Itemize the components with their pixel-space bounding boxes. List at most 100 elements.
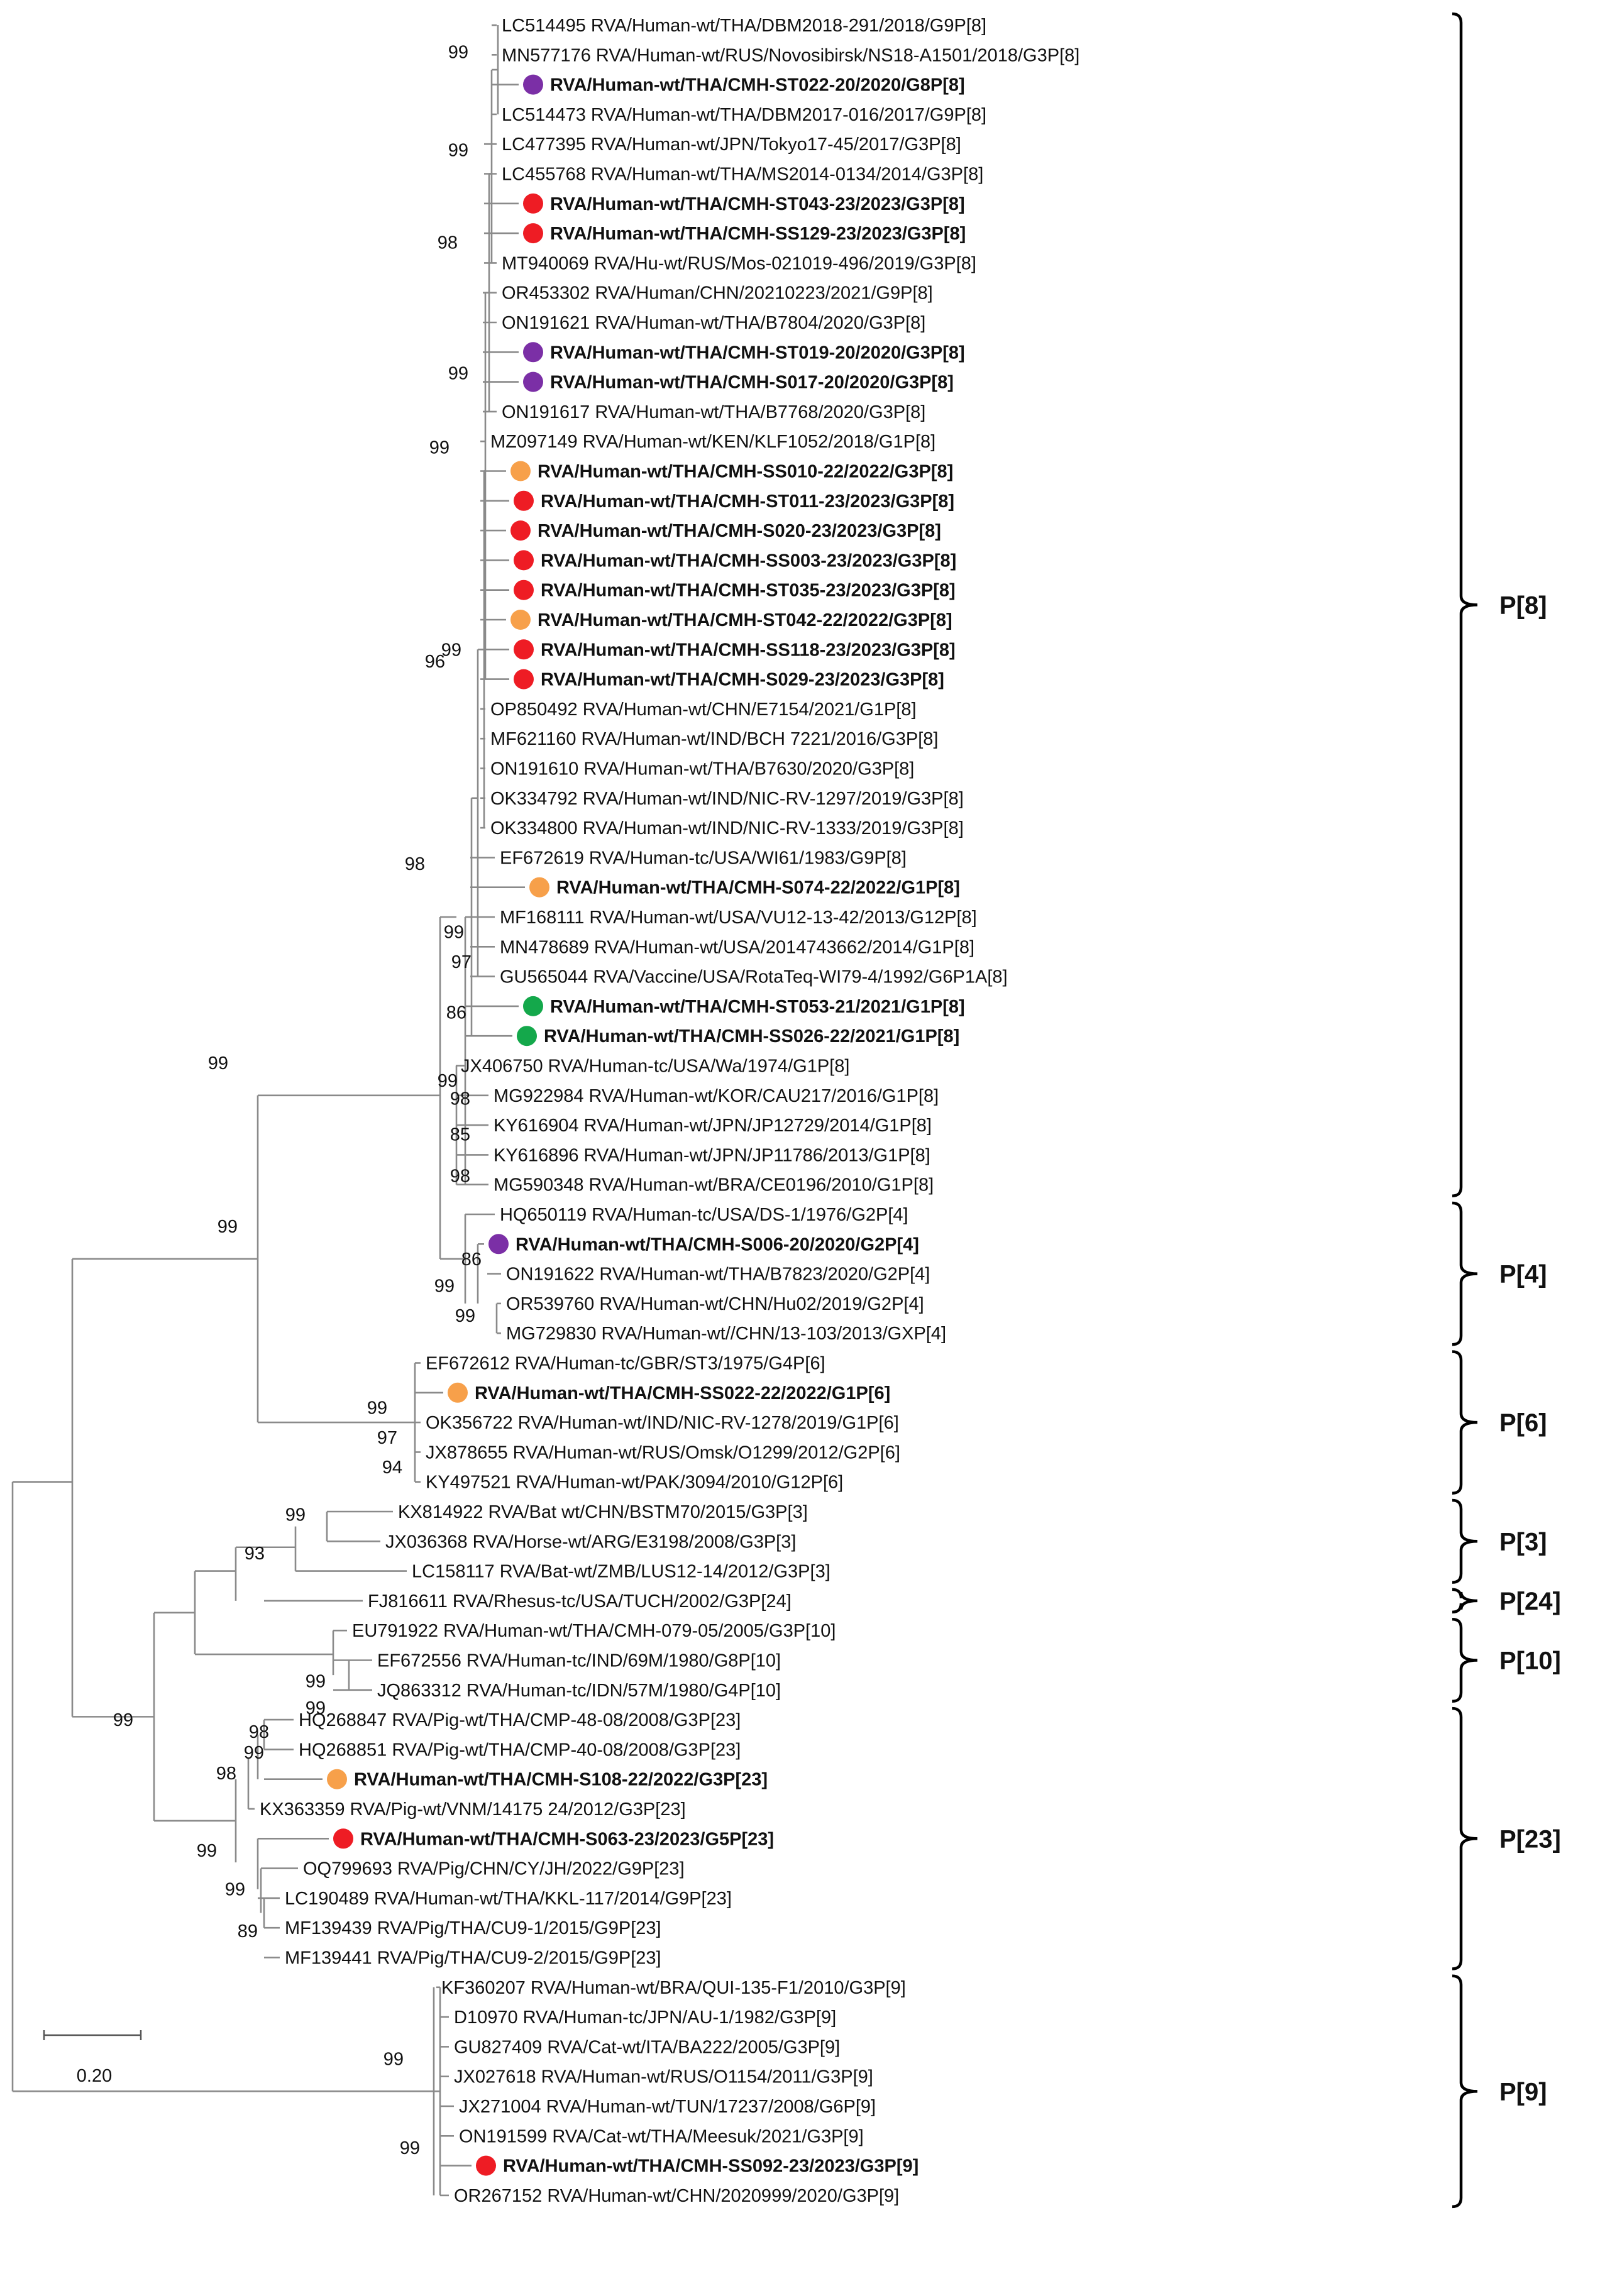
leaf-label: MN577176 RVA/Human-wt/RUS/Novosibirsk/NS… — [502, 45, 1079, 65]
leaf-label: RVA/Human-wt/THA/CMH-ST022-20/2020/G8P[8… — [550, 75, 965, 96]
leaf-label: JX036368 RVA/Horse-wt/ARG/E3198/2008/G3P… — [385, 1532, 796, 1552]
sample-marker-red — [523, 223, 543, 244]
leaf-label: OR453302 RVA/Human/CHN/20210223/2021/G9P… — [502, 283, 933, 304]
bootstrap-value: 96 — [425, 652, 445, 672]
leaf-label: KX814922 RVA/Bat wt/CHN/BSTM70/2015/G3P[… — [398, 1502, 808, 1522]
bootstrap-value: 99 — [448, 363, 468, 383]
leaf-label: RVA/Human-wt/THA/CMH-SS003-23/2023/G3P[8… — [541, 551, 956, 571]
bootstrap-value: 99 — [113, 1710, 133, 1730]
sample-marker-red — [523, 193, 543, 214]
bootstrap-value: 98 — [438, 233, 458, 253]
bootstrap-value: 97 — [377, 1428, 397, 1448]
sample-marker-purple — [523, 74, 543, 95]
bootstrap-value: 99 — [225, 1880, 245, 1900]
leaf-label: JX027618 RVA/Human-wt/RUS/O1154/2011/G3P… — [454, 2067, 873, 2087]
leaf-label: EF672612 RVA/Human-tc/GBR/ST3/1975/G4P[6… — [426, 1354, 825, 1374]
bootstrap-value: 97 — [451, 952, 472, 972]
genotype-braces: P[8] P[4] P[6] P[3] P[24] P[10] P[23] P[9] — [1452, 12, 1561, 2209]
leaf-label: MF139441 RVA/Pig/THA/CU9-2/2015/G9P[23] — [285, 1948, 661, 1969]
genotype-label: P[4] — [1499, 1261, 1547, 1288]
leaf-label: HQ650119 RVA/Human-tc/USA/DS-1/1976/G2P[… — [500, 1205, 908, 1225]
sample-marker-red — [514, 550, 534, 571]
bootstrap-value: 94 — [382, 1458, 402, 1478]
bootstrap-value: 99 — [429, 438, 450, 458]
leaf-label: HQ268847 RVA/Pig-wt/THA/CMP-48-08/2008/G… — [299, 1710, 741, 1730]
bootstrap-value: 99 — [244, 1743, 264, 1763]
bootstrap-value: 98 — [450, 1167, 470, 1187]
leaf-label: RVA/Human-wt/THA/CMH-SS129-23/2023/G3P[8… — [550, 224, 966, 244]
sample-marker-purple — [523, 342, 543, 363]
leaf-label: RVA/Human-wt/THA/CMH-ST035-23/2023/G3P[8… — [541, 581, 956, 601]
sample-markers — [327, 74, 549, 2176]
leaf-label: RVA/Human-wt/THA/CMH-S063-23/2023/G5P[23… — [360, 1829, 774, 1849]
leaf-label: JX406750 RVA/Human-tc/USA/Wa/1974/G1P[8] — [461, 1057, 849, 1077]
sample-marker-red — [514, 669, 534, 689]
genotype-label: P[8] — [1499, 591, 1547, 619]
bootstrap-value: 99 — [438, 1071, 458, 1091]
genotype-brace — [1452, 1706, 1478, 1970]
leaf-label: OR539760 RVA/Human-wt/CHN/Hu02/2019/G2P[… — [506, 1294, 924, 1314]
genotype-label: P[6] — [1499, 1409, 1547, 1437]
leaf-label: KY616896 RVA/Human-wt/JPN/JP11786/2013/G… — [494, 1145, 930, 1165]
leaf-label: FJ816611 RVA/Rhesus-tc/USA/TUCH/2002/G3P… — [368, 1591, 792, 1612]
genotype-brace — [1452, 1617, 1478, 1703]
bootstrap-value: 99 — [448, 43, 468, 63]
bootstrap-value: 99 — [444, 923, 464, 943]
sample-marker-green — [517, 1026, 537, 1046]
leaf-label: RVA/Human-wt/THA/CMH-ST043-23/2023/G3P[8… — [550, 194, 965, 214]
bootstrap-value: 99 — [306, 1672, 326, 1692]
sample-marker-orange — [327, 1769, 347, 1789]
bootstrap-value: 99 — [383, 2049, 404, 2069]
leaf-label: RVA/Human-wt/THA/CMH-SS010-22/2022/G3P[8… — [538, 462, 953, 482]
leaf-label: ON191621 RVA/Human-wt/THA/B7804/2020/G3P… — [502, 313, 925, 333]
leaf-label: MZ097149 RVA/Human-wt/KEN/KLF1052/2018/G… — [490, 432, 935, 452]
sample-marker-red — [510, 520, 531, 541]
leaf-label: OQ799693 RVA/Pig/CHN/CY/JH/2022/G9P[23] — [303, 1859, 685, 1879]
bootstrap-value: 98 — [405, 854, 425, 874]
leaf-label: MF168111 RVA/Human-wt/USA/VU12-13-42/201… — [500, 908, 977, 928]
leaf-label: ON191622 RVA/Human-wt/THA/B7823/2020/G2P… — [506, 1265, 930, 1285]
genotype-brace — [1452, 1588, 1478, 1614]
sample-marker-red — [476, 2155, 496, 2176]
sample-marker-orange — [510, 610, 531, 630]
leaf-label: LC477395 RVA/Human-wt/JPN/Tokyo17-45/201… — [502, 135, 961, 155]
leaf-label: RVA/Human-wt/THA/CMH-SS022-22/2022/G1P[6… — [475, 1383, 890, 1403]
leaf-label: OK334800 RVA/Human-wt/IND/NIC-RV-1333/20… — [490, 818, 964, 838]
leaf-label: EF672556 RVA/Human-tc/IND/69M/1980/G8P[1… — [377, 1651, 781, 1671]
leaf-label: KY616904 RVA/Human-wt/JPN/JP12729/2014/G… — [494, 1116, 932, 1136]
leaf-label: RVA/Human-wt/THA/CMH-S029-23/2023/G3P[8] — [541, 670, 944, 690]
genotype-label: P[23] — [1499, 1825, 1561, 1853]
leaf-label: MF621160 RVA/Human-wt/IND/BCH 7221/2016/… — [490, 729, 938, 749]
sample-marker-purple — [488, 1234, 509, 1255]
leaf-label: LC158117 RVA/Bat-wt/ZMB/LUS12-14/2012/G3… — [412, 1562, 830, 1582]
leaf-label: RVA/Human-wt/THA/CMH-S074-22/2022/G1P[8] — [556, 878, 960, 898]
genotype-brace — [1452, 12, 1478, 1197]
bootstrap-value: 99 — [434, 1277, 455, 1297]
genotype-label: P[3] — [1499, 1528, 1547, 1556]
leaf-label: KX363359 RVA/Pig-wt/VNM/14175 24/2012/G3… — [260, 1799, 686, 1820]
leaf-label: JX878655 RVA/Human-wt/RUS/Omsk/O1299/201… — [426, 1442, 900, 1463]
genotype-brace — [1452, 1498, 1478, 1584]
leaf-label: EF672619 RVA/Human-tc/USA/WI61/1983/G9P[… — [500, 848, 907, 868]
leaf-label: HQ268851 RVA/Pig-wt/THA/CMP-40-08/2008/G… — [299, 1740, 741, 1760]
leaf-label: KY497521 RVA/Human-wt/PAK/3094/2010/G12P… — [426, 1473, 843, 1493]
bootstrap-value: 99 — [448, 141, 468, 161]
bootstrap-value: 98 — [249, 1722, 269, 1742]
leaf-label: LC455768 RVA/Human-wt/THA/MS2014-0134/20… — [502, 165, 983, 185]
bootstrap-value: 93 — [245, 1544, 265, 1564]
leaf-label: OK334792 RVA/Human-wt/IND/NIC-RV-1297/20… — [490, 789, 964, 809]
bootstrap-value: 99 — [400, 2138, 420, 2158]
genotype-label: P[10] — [1499, 1647, 1561, 1675]
leaf-label: RVA/Human-wt/THA/CMH-ST011-23/2023/G3P[8… — [541, 492, 954, 512]
leaf-labels: LC514495 RVA/Human-wt/THA/DBM2018-291/20… — [260, 16, 1079, 2206]
scale-bar-label: 0.20 — [77, 2066, 112, 2086]
leaf-label: LC514473 RVA/Human-wt/THA/DBM2017-016/20… — [502, 105, 986, 125]
scale-bar: 0.20 — [43, 2030, 142, 2086]
bootstrap-value: 98 — [450, 1089, 470, 1109]
bootstrap-value: 98 — [216, 1764, 236, 1784]
leaf-label: LC514495 RVA/Human-wt/THA/DBM2018-291/20… — [502, 16, 986, 36]
bootstrap-value: 99 — [197, 1841, 217, 1861]
leaf-label: OR267152 RVA/Human-wt/CHN/2020999/2020/G… — [454, 2186, 899, 2206]
leaf-label: LC190489 RVA/Human-wt/THA/KKL-117/2014/G… — [285, 1889, 732, 1909]
